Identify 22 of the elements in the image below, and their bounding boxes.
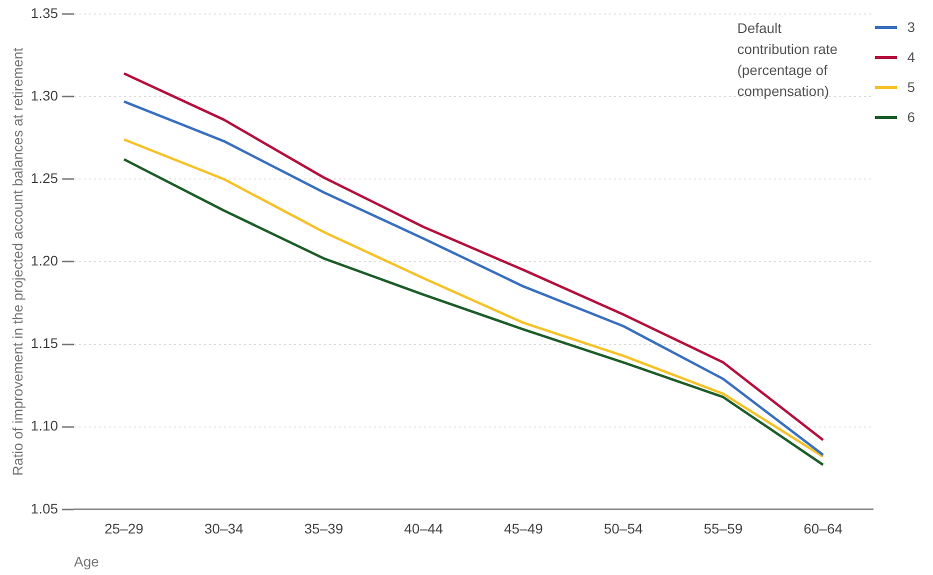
x-axis-title: Age [74,553,100,570]
legend-title: Default contribution rate (percentage of compensation) [737,19,839,101]
y-tick-label: 1.05 [30,500,58,516]
y-tick-label: 1.30 [30,87,58,104]
y-tick-label: 1.35 [30,4,58,21]
x-tick-label: 55–59 [704,520,743,537]
legend-label: 3 [907,18,915,36]
x-tick-label: 40–44 [404,520,444,537]
x-tick-label: 60–64 [804,520,843,537]
legend-label: 4 [907,48,915,66]
y-tick-label: 1.20 [30,252,58,269]
y-tick-label: 1.25 [30,170,58,186]
x-tick-label: 25–29 [104,520,144,537]
y-tick-label: 1.10 [30,418,58,434]
x-tick-label: 50–54 [604,520,644,537]
legend-label: 5 [907,78,915,96]
x-tick-label: 45–49 [504,520,544,537]
legend-label: 6 [907,108,915,126]
x-tick-label: 35–39 [304,520,344,537]
y-tick-label: 1.15 [30,335,58,352]
x-tick-label: 30–34 [204,520,244,537]
y-axis-title: Ratio of improvement in the projected account balances at retirement [9,48,26,476]
